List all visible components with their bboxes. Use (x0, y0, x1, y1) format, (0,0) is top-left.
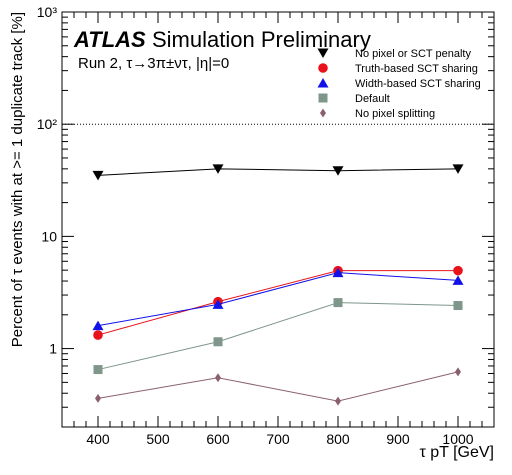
x-tick-label: 400 (86, 431, 110, 447)
data-point-width-based-sct-sharing (92, 320, 104, 331)
data-point-width-based-sct-sharing (452, 275, 464, 285)
data-point-no-pixel-splitting (335, 396, 341, 406)
series-line-width-based-sct-sharing (97, 272, 459, 327)
x-axis-label: τ pT [GeV] (420, 444, 495, 461)
y-tick-label: 1 (49, 341, 57, 357)
legend-label-default: Default (355, 93, 390, 105)
legend-marker-truth-based-sct-sharing (318, 63, 328, 73)
series-line-default (97, 302, 459, 371)
legend: No pixel or SCT penalty Truth-based SCT s… (317, 48, 481, 120)
x-tick-label: 500 (146, 431, 170, 447)
data-point-default (333, 298, 343, 308)
data-point-default (213, 337, 223, 347)
y-tick-label: 10 (41, 228, 57, 244)
y-axis-label: Percent of τ events with at >= 1 duplica… (9, 12, 26, 347)
x-tick-label: 1000 (442, 431, 473, 447)
data-point-width-based-sct-sharing (332, 267, 344, 278)
legend-marker-width-based-sct-sharing (317, 78, 329, 88)
data-point-width-based-sct-sharing (212, 299, 224, 309)
x-tick-label: 800 (326, 431, 350, 447)
x-tick-label: 700 (266, 431, 290, 447)
atlas-brand: ATLAS (73, 27, 146, 52)
data-point-no-pixel-or-sct-penalty (92, 170, 104, 181)
legend-label-no-pixel-or-sct-penalty: No pixel or SCT penalty (355, 48, 471, 60)
data-point-truth-based-sct-sharing (453, 265, 463, 276)
data-point-no-pixel-splitting (215, 373, 221, 383)
legend-label-no-pixel-splitting: No pixel splitting (355, 108, 435, 120)
data-point-no-pixel-or-sct-penalty (332, 166, 344, 176)
legend-marker-no-pixel-or-sct-penalty (317, 48, 329, 58)
x-tick-label: 900 (386, 431, 410, 447)
series-line-truth-based-sct-sharing (97, 270, 458, 336)
x-tick-label: 600 (206, 431, 230, 447)
series-line-no-pixel-or-sct-penalty (97, 168, 459, 176)
data-point-default (93, 365, 103, 375)
data-point-default (453, 301, 463, 311)
legend-label-width-based-sct-sharing: Width-based SCT sharing (355, 78, 481, 90)
data-point-truth-based-sct-sharing (93, 330, 103, 340)
legend-marker-default (318, 93, 328, 103)
chart-title: Simulation Preliminary (152, 27, 371, 52)
series-line-no-pixel-splitting (97, 371, 459, 402)
legend-label-truth-based-sct-sharing: Truth-based SCT sharing (355, 63, 478, 75)
legend-marker-no-pixel-splitting (320, 108, 326, 118)
data-point-no-pixel-splitting (455, 367, 461, 377)
data-point-no-pixel-or-sct-penalty (212, 164, 224, 174)
data-point-no-pixel-or-sct-penalty (452, 164, 464, 174)
data-point-no-pixel-splitting (95, 393, 101, 403)
chart-subtitle: Run 2, τ→3π±ντ, |η|=0 (78, 55, 229, 72)
y-tick-label: 10³ (37, 4, 58, 20)
y-tick-label: 10² (37, 116, 58, 132)
